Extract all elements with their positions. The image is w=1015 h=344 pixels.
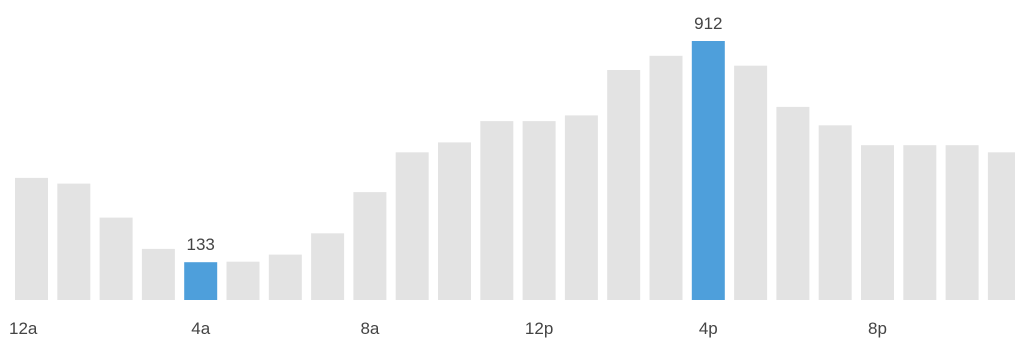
- bar-9a[interactable]: [395, 152, 429, 300]
- bar-6a[interactable]: [268, 254, 302, 300]
- x-tick-label-12p: 12p: [525, 319, 553, 338]
- bar-7a[interactable]: [311, 233, 345, 300]
- bar-4p-highlighted[interactable]: [691, 41, 725, 300]
- x-tick-label-12a: 12a: [9, 319, 38, 338]
- bar-value-label-4a: 133: [187, 235, 215, 254]
- bar-value-label-4p: 912: [694, 14, 722, 33]
- x-tick-label-8p: 8p: [868, 319, 887, 338]
- x-tick-label-4a: 4a: [191, 319, 210, 338]
- bar-1p[interactable]: [564, 115, 598, 301]
- bar-4a-highlighted[interactable]: [184, 262, 218, 300]
- bar-8a[interactable]: [353, 192, 387, 300]
- bar-10a[interactable]: [438, 142, 471, 300]
- x-axis-ticks: 12a 4a 8a 12p 4p 8p: [9, 319, 887, 338]
- bar-3p[interactable]: [649, 55, 683, 300]
- bar-2p[interactable]: [607, 70, 641, 300]
- bar-7p[interactable]: [818, 125, 852, 300]
- bar-5a[interactable]: [226, 261, 260, 300]
- bar-10p[interactable]: [945, 145, 979, 300]
- x-tick-label-8a: 8a: [360, 319, 379, 338]
- bar-5p[interactable]: [734, 65, 768, 300]
- x-tick-label-4p: 4p: [699, 319, 718, 338]
- bar-1a[interactable]: [57, 183, 91, 300]
- bar-11a[interactable]: [480, 121, 514, 300]
- bar-value-labels: 133 912: [187, 14, 723, 254]
- bar-9p[interactable]: [903, 145, 937, 300]
- bar-12a[interactable]: [15, 177, 48, 300]
- bar-11p[interactable]: [987, 152, 1015, 300]
- bar-8p[interactable]: [861, 145, 894, 300]
- bar-2a[interactable]: [99, 217, 133, 300]
- bars-layer: [15, 41, 1015, 301]
- bar-12p[interactable]: [522, 121, 556, 300]
- bar-3a[interactable]: [141, 248, 175, 300]
- bar-6p[interactable]: [776, 106, 810, 301]
